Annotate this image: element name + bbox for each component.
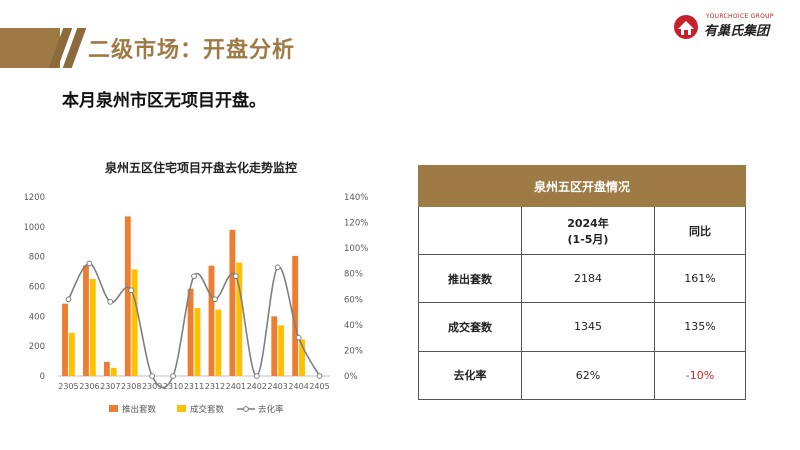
y-right-tick-label: 40% [344,321,363,331]
bar-launch [187,288,194,376]
row-value: 1345 [521,302,655,352]
rate-point [86,260,93,267]
rate-point [212,296,218,303]
table-row: 去化率 62% -10% [418,350,746,401]
rate-point [232,273,239,280]
legend-label: 去化率 [258,404,284,415]
bar-deal [89,279,96,376]
x-tick-label: 2306 [79,382,99,391]
logo-text-en: YOURCHOICE GROUP [706,13,774,20]
row-yoy: 135% [654,302,746,352]
x-tick-label: 2405 [309,382,329,391]
table-col-head-yoy: 同比 [654,206,746,255]
row-value: 62% [521,350,655,401]
y-left-tick-label: 800 [29,253,45,263]
rate-point [128,287,135,294]
rate-point [149,373,156,379]
row-value: 2184 [521,253,655,304]
y-right-tick-label: 60% [344,295,363,305]
x-tick-label: 2404 [288,382,308,391]
bar-launch [208,265,215,376]
bar-deal [110,367,117,376]
bar-deal [68,332,75,376]
rate-point [65,296,72,303]
rate-point [191,273,197,280]
x-tick-label: 2308 [121,382,141,391]
x-tick-label: 2310 [163,382,183,391]
summary-table: 泉州五区开盘情况 2024年 (1-5月) 同比 推出套数 2184 161% … [418,165,746,401]
y-left-tick-label: 200 [29,342,45,352]
rate-point [295,334,302,341]
table-col-head-2024: 2024年 (1-5月) [521,206,655,255]
x-tick-label: 2403 [268,382,288,391]
table-row: 推出套数 2184 161% [418,253,746,304]
rate-point [253,373,260,379]
rate-point [107,298,114,305]
chart-container: 泉州五区住宅项目开盘去化走势监控 0 200 400 600 800 1000 1200 0%… [23,150,385,430]
rate-point [170,373,176,379]
row-yoy: -10% [654,350,746,401]
table-title: 泉州五区开盘情况 [418,165,746,207]
bar-deal [278,325,285,376]
bar-deal [194,308,201,376]
company-logo [674,15,698,39]
bar-deal [215,309,222,376]
y-left-tick-label: 400 [29,312,45,322]
legend-swatch-launch [109,405,118,412]
logo-text-cn: 有巢氏集团 [704,24,770,39]
y-right-tick-label: 0% [344,372,358,382]
bar-launch [271,316,278,376]
legend-swatch-rate-point [243,406,249,412]
y-left-tick-label: 600 [29,283,45,293]
bar-launch [83,265,89,376]
chart-svg: 0 200 400 600 800 1000 1200 0% 20% 40% 60% 80% 100% 1… [23,193,368,415]
row-label: 去化率 [418,350,522,401]
legend-label: 成交套数 [190,404,225,415]
bar-launch [229,229,236,376]
bar-launch [292,255,299,376]
x-tick-label: 2401 [226,382,246,391]
table-row: 成交套数 1345 135% [418,302,746,352]
y-right-tick-label: 100% [344,244,368,254]
x-tick-label: 2311 [184,382,204,391]
row-yoy: 161% [654,253,746,304]
y-left-tick-label: 1000 [25,223,45,233]
row-label: 推出套数 [418,253,522,304]
y-left-tick-label: 0 [40,372,45,382]
y-right-tick-label: 140% [344,193,368,203]
y-right-tick-label: 80% [344,270,363,280]
bar-deal [131,269,138,376]
bar-launch [103,361,110,376]
summary-text: 本月泉州市区无项目开盘。 [62,91,266,111]
chart-title: 泉州五区住宅项目开盘去化走势监控 [104,161,297,175]
y-right-tick-label: 120% [344,219,368,229]
rate-point [316,373,323,379]
y-right-tick-label: 20% [344,346,363,356]
x-tick-label: 2402 [247,382,267,391]
x-tick-label: 2305 [58,382,78,391]
legend-swatch-deal [177,405,186,412]
bar-launch [62,303,68,376]
bar-deal [236,262,243,376]
x-tick-label: 2312 [205,382,225,391]
rate-point [274,264,281,271]
page-title: 二级市场：开盘分析 [88,38,296,63]
bar-deal [299,339,305,376]
bar-launch [124,216,131,376]
legend-label: 推出套数 [122,404,157,415]
table-corner-cell [418,206,522,255]
x-tick-label: 2309 [142,382,162,391]
y-left-tick-label: 1200 [25,193,45,203]
x-tick-label: 2307 [100,382,120,391]
row-label: 成交套数 [418,302,522,352]
